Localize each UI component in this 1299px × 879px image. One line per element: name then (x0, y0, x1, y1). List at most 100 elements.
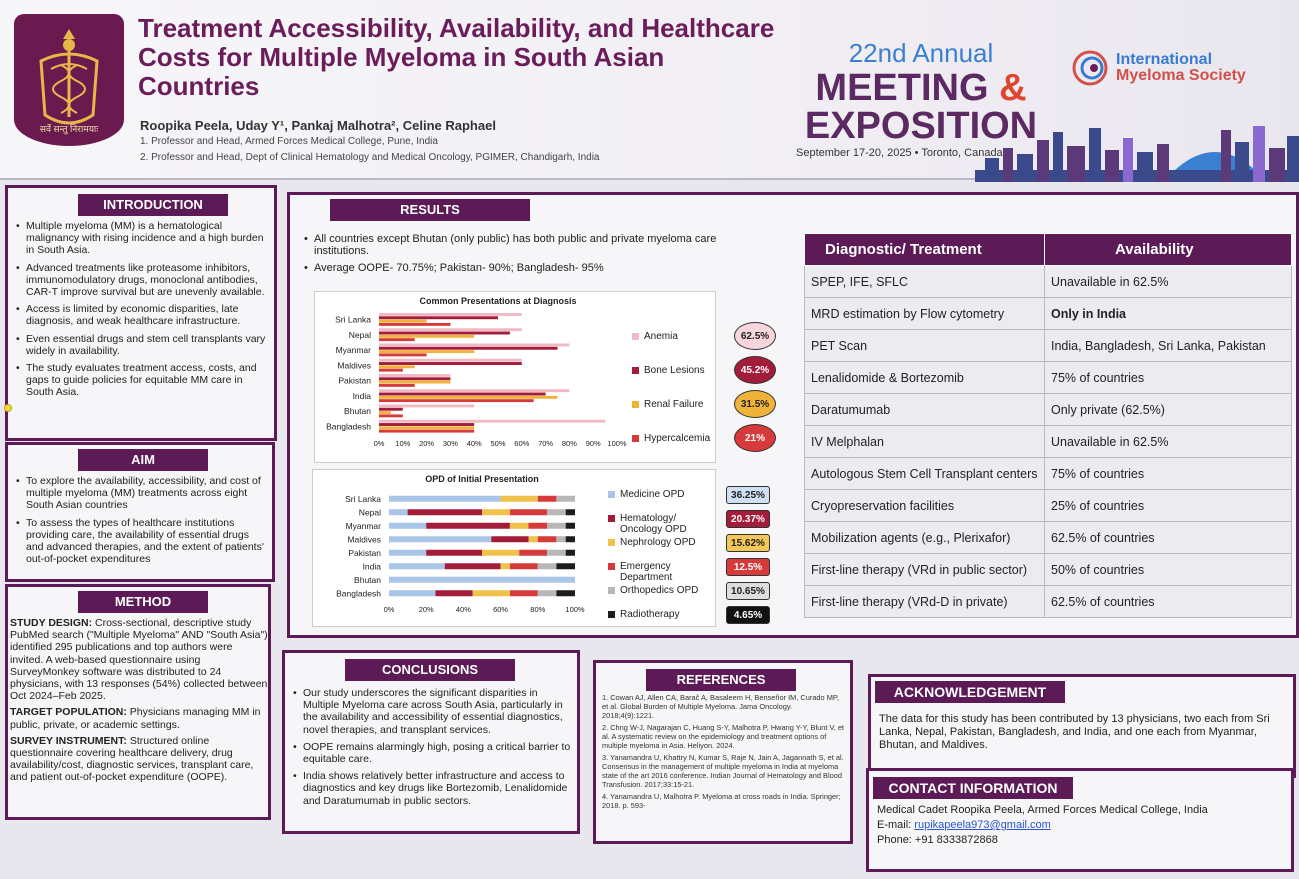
bar-anemia (379, 328, 522, 332)
bar-radiotherapy (556, 590, 575, 597)
x-tick-label: 0% (384, 605, 395, 614)
table-cell-availability: 25% of countries (1044, 489, 1292, 522)
x-tick-label: 100% (607, 439, 627, 448)
aim-bullet: To explore the availability, accessibili… (14, 475, 268, 512)
legend-item: Hypercalcemia (632, 433, 728, 444)
legend-swatch (632, 435, 639, 442)
table-cell-item: MRD estimation by Flow cytometry (804, 297, 1045, 330)
x-tick-label: 80% (562, 439, 577, 448)
table-row: Cryopreservation facilities 25% of countr… (804, 489, 1292, 522)
table-cell-item: First-line therapy (VRd-D in private) (804, 585, 1045, 618)
society-logo-icon (1072, 50, 1108, 86)
table-cell-availability: 75% of countries (1044, 457, 1292, 490)
category-label: Pakistan (348, 548, 381, 558)
table-cell-availability: India, Bangladesh, Sri Lanka, Pakistan (1044, 329, 1292, 362)
table-row: Lenalidomide & Bortezomib 75% of countrie… (804, 361, 1292, 394)
aim-bullet: To assess the types of healthcare instit… (14, 517, 268, 566)
table-cell-item: Cryopreservation facilities (804, 489, 1045, 522)
caduceus-emblem-icon (39, 29, 99, 125)
category-label: Myanmar (346, 521, 382, 531)
method-design-label: STUDY DESIGN: (10, 617, 93, 629)
category-label: India (353, 391, 372, 401)
intro-bullet: Advanced treatments like proteasome inhi… (14, 262, 270, 299)
table-row: SPEP, IFE, SFLC Unavailable in 62.5% (804, 265, 1292, 298)
bar-emergency-department (528, 522, 548, 529)
bar-hypercalcemia (379, 399, 534, 403)
opd-chart: OPD of Initial Presentation Sri Lanka Nepa… (312, 469, 716, 627)
legend-swatch (632, 367, 639, 374)
bar-emergency-department (537, 495, 557, 502)
table-header: Diagnostic/ Treatment (804, 233, 1045, 266)
bar-medicine-opd (389, 536, 492, 543)
method-design-text: Cross-sectional, descriptive study PubMe… (10, 617, 268, 703)
bar-renal-failure (379, 350, 475, 354)
x-tick-label: 60% (493, 605, 508, 614)
bar-anemia (379, 404, 475, 408)
results-bullet: Average OOPE- 70.75%; Pakistan- 90%; Ban… (302, 262, 762, 274)
pushpin-icon (4, 404, 12, 412)
society-logo: International Myeloma Society (1070, 48, 1246, 88)
category-label: Pakistan (338, 376, 371, 386)
table-cell-item: SPEP, IFE, SFLC (804, 265, 1045, 298)
legend-label: Bone Lesions (644, 365, 705, 376)
bar-emergency-department (509, 590, 538, 597)
bar-renal-failure (379, 334, 475, 338)
bar-orthopedics-opd (547, 522, 566, 529)
method-population-label: TARGET POPULATION: (10, 706, 127, 719)
legend-item: Renal Failure (632, 399, 728, 410)
table-row: Autologous Stem Cell Transplant centers 7… (804, 457, 1292, 490)
references-panel: REFERENCES 1. Cowan AJ, Allen CA, Barač … (593, 660, 853, 844)
x-tick-label: 10% (395, 439, 410, 448)
references-title: REFERENCES (646, 669, 796, 691)
table-cell-item: Autologous Stem Cell Transplant centers (804, 457, 1045, 490)
reference-item: 3. Yanamandra U, Khattry N, Kumar S, Raj… (602, 753, 844, 789)
bar-bone-lesions (379, 392, 546, 396)
contact-email-link[interactable]: rupikapeela973@gmail.com (914, 819, 1051, 831)
legend-label: Hematology/ Oncology OPD (620, 513, 687, 535)
chart-title: OPD of Initial Presentation (425, 474, 539, 484)
legend-item: Hematology/ Oncology OPD (608, 513, 720, 535)
society-line2: Myeloma Society (1116, 67, 1246, 84)
bar-renal-failure (379, 411, 391, 415)
method-panel: METHOD STUDY DESIGN: Cross-sectional, de… (5, 584, 271, 820)
x-tick-label: 90% (586, 439, 601, 448)
bar-nephrology-opd (528, 536, 538, 543)
table-cell-availability: 62.5% of countries (1044, 585, 1292, 618)
bar-anemia (379, 313, 522, 316)
bar-medicine-opd (389, 522, 427, 529)
category-label: Bhutan (354, 575, 381, 585)
conclusions-panel: CONCLUSIONS Our study underscores the si… (282, 650, 580, 834)
meeting-line2: EXPOSITION (804, 105, 1038, 147)
acknowledgement-text: The data for this study has been contrib… (879, 713, 1270, 751)
table-cell-availability: 75% of countries (1044, 361, 1292, 394)
table-row: First-line therapy (VRd in public sector… (804, 553, 1292, 586)
bar-bone-lesions (379, 423, 475, 426)
bar-hypercalcemia (379, 338, 415, 342)
society-line1: International (1116, 51, 1213, 68)
category-label: Sri Lanka (335, 315, 371, 325)
bar-medicine-opd (389, 590, 436, 597)
reference-item: 1. Cowan AJ, Allen CA, Barač A, Basaleem… (602, 693, 839, 720)
table-row: MRD estimation by Flow cytometry Only in … (804, 297, 1292, 330)
bar-hematology-oncology-opd (491, 536, 529, 543)
bar-emergency-department (519, 549, 548, 556)
table-row: IV Melphalan Unavailable in 62.5% (804, 425, 1292, 458)
reference-item: 4. Yanamandra U, Malhotra P. Myeloma at … (602, 792, 841, 810)
bar-nephrology-opd (482, 509, 510, 516)
bar-orthopedics-opd (556, 536, 566, 543)
category-label: Maldives (337, 360, 371, 370)
bar-nephrology-opd (500, 563, 510, 570)
table-cell-availability: Unavailable in 62.5% (1044, 425, 1292, 458)
method-population-text: Physicians managing MM in public, privat… (10, 706, 261, 731)
table-row: First-line therapy (VRd-D in private) 62.… (804, 585, 1292, 618)
bar-nephrology-opd (500, 495, 538, 502)
table-cell-item: First-line therapy (VRd in public sector… (804, 553, 1045, 586)
contact-email-label: E-mail: (877, 819, 912, 831)
x-tick-label: 60% (514, 439, 529, 448)
presentations-chart: Common Presentations at Diagnosis Sri Lan… (314, 291, 716, 463)
method-instrument-label: SURVEY INSTRUMENT: (10, 734, 127, 747)
meeting-annual: 22nd Annual (848, 38, 994, 68)
bar-bone-lesions (379, 331, 510, 335)
bar-anemia (379, 419, 606, 423)
legend-label: Emergency Department (620, 561, 673, 583)
